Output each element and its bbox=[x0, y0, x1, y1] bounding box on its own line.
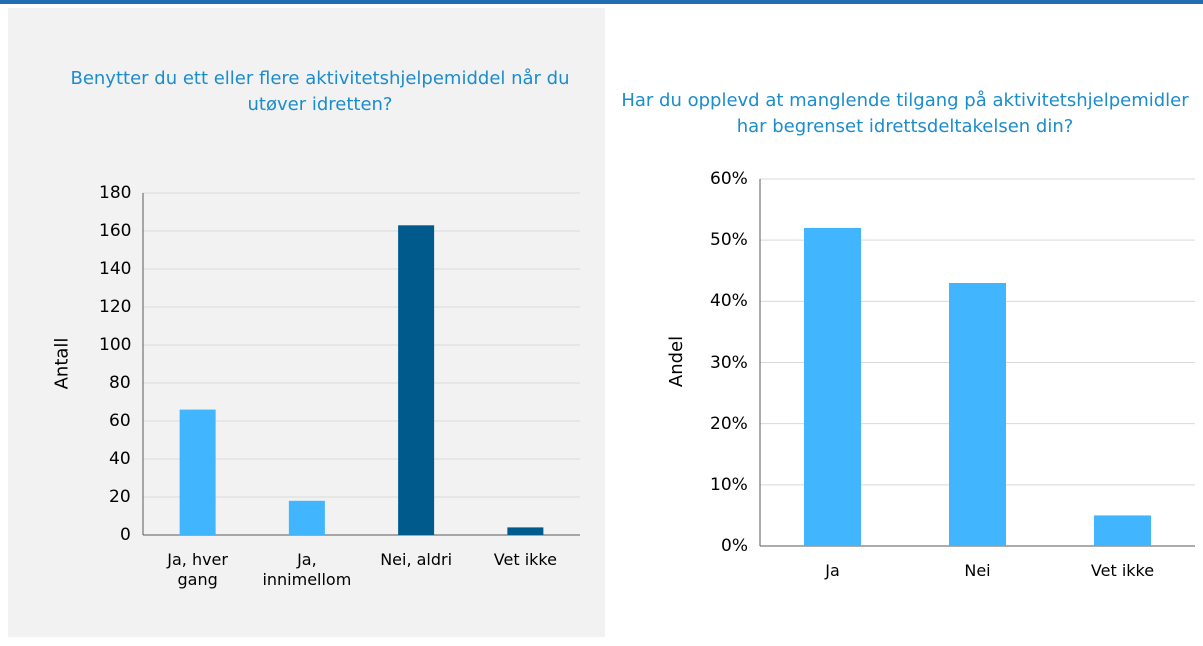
x-tick-label: Vet ikke bbox=[1090, 561, 1155, 580]
y-tick-label: 30% bbox=[710, 352, 748, 373]
bar bbox=[179, 409, 216, 535]
x-tick-label: Nei, aldri bbox=[380, 550, 453, 569]
x-tick-label: Ja, hver gang bbox=[167, 550, 228, 589]
y-tick-label: 160 bbox=[99, 221, 132, 241]
y-tick-label: 50% bbox=[710, 230, 748, 251]
y-tick-label: 80 bbox=[109, 373, 131, 393]
bar bbox=[398, 225, 435, 536]
y-tick-label: 0% bbox=[721, 536, 748, 556]
y-tick-label: 0 bbox=[120, 525, 131, 545]
y-tick-label: 180 bbox=[99, 183, 132, 203]
top-bar bbox=[0, 0, 1203, 4]
y-tick-label: 140 bbox=[99, 259, 132, 279]
bar bbox=[949, 282, 1006, 546]
x-tick-label: Ja bbox=[825, 561, 840, 580]
x-tick-label: Ja, innimellom bbox=[262, 550, 352, 589]
chart-title: Benytter du ett eller flere aktivitetshj… bbox=[70, 68, 570, 115]
bar bbox=[1094, 515, 1151, 546]
y-tick-label: 10% bbox=[710, 474, 748, 495]
y-tick-label: 20 bbox=[109, 487, 131, 507]
bar bbox=[288, 500, 325, 535]
bar bbox=[804, 227, 861, 546]
y-tick-label: 120 bbox=[99, 297, 132, 317]
y-tick-label: 60 bbox=[109, 411, 131, 431]
x-tick-label: Vet ikke bbox=[493, 550, 557, 569]
y-tick-label: 40% bbox=[710, 291, 748, 312]
y-axis-label: Andel bbox=[665, 335, 687, 387]
y-tick-label: 100 bbox=[99, 335, 132, 355]
bar bbox=[507, 527, 544, 535]
chart-title: Har du opplevd at manglende tilgang på a… bbox=[621, 90, 1189, 137]
x-tick-label: Nei bbox=[964, 561, 991, 580]
y-tick-label: 60% bbox=[710, 169, 748, 189]
y-axis-label: Antall bbox=[51, 337, 73, 389]
y-tick-label: 40 bbox=[109, 449, 131, 469]
y-tick-label: 20% bbox=[710, 413, 748, 434]
